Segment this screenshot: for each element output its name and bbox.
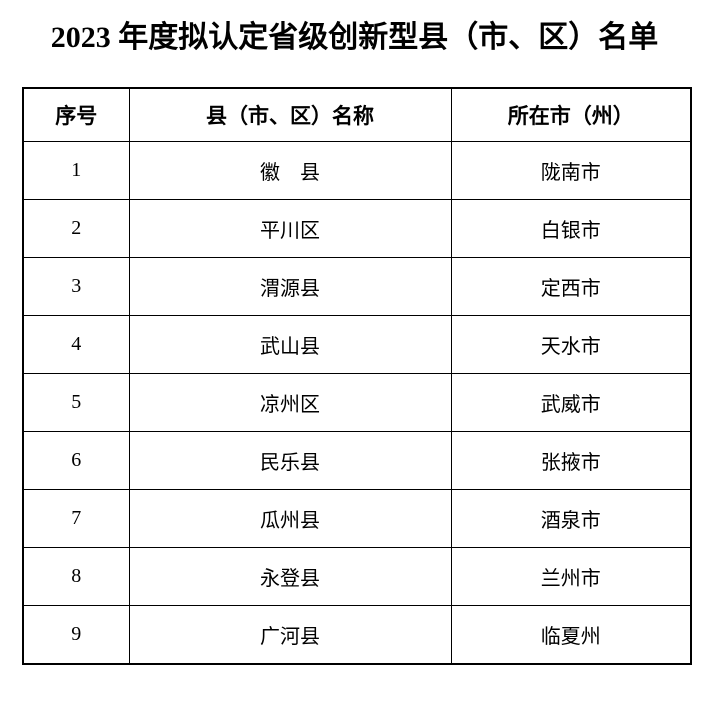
city-name-cell: 张掖市 xyxy=(450,431,692,490)
table-row: 6 民乐县 张掖市 xyxy=(22,431,692,490)
county-name-cell: 凉州区 xyxy=(128,373,452,432)
row-number-cell: 4 xyxy=(22,315,130,374)
row-number-cell: 6 xyxy=(22,431,130,490)
table-row: 8 永登县 兰州市 xyxy=(22,547,692,606)
city-name-cell: 陇南市 xyxy=(450,141,692,200)
table-row: 2 平川区 白银市 xyxy=(22,199,692,258)
county-name-cell: 永登县 xyxy=(128,547,452,606)
row-number-cell: 9 xyxy=(22,605,130,665)
table-row: 9 广河县 临夏州 xyxy=(22,605,692,665)
county-name-cell: 渭源县 xyxy=(128,257,452,316)
table-row: 3 渭源县 定西市 xyxy=(22,257,692,316)
table-row: 4 武山县 天水市 xyxy=(22,315,692,374)
city-name-cell: 酒泉市 xyxy=(450,489,692,548)
row-number-cell: 7 xyxy=(22,489,130,548)
city-name-cell: 武威市 xyxy=(450,373,692,432)
county-name-cell: 武山县 xyxy=(128,315,452,374)
city-name-cell: 定西市 xyxy=(450,257,692,316)
county-name-cell: 瓜州县 xyxy=(128,489,452,548)
county-name-cell: 平川区 xyxy=(128,199,452,258)
row-number-cell: 1 xyxy=(22,141,130,200)
row-number-cell: 5 xyxy=(22,373,130,432)
row-number-cell: 3 xyxy=(22,257,130,316)
row-number-cell: 8 xyxy=(22,547,130,606)
column-header-city: 所在市（州） xyxy=(450,87,692,142)
county-name-cell: 民乐县 xyxy=(128,431,452,490)
city-name-cell: 兰州市 xyxy=(450,547,692,606)
county-name-cell: 广河县 xyxy=(128,605,452,665)
table-header-row: 序号 县（市、区）名称 所在市（州） xyxy=(22,87,692,142)
city-name-cell: 临夏州 xyxy=(450,605,692,665)
row-number-cell: 2 xyxy=(22,199,130,258)
county-name-cell: 徽 县 xyxy=(128,141,452,200)
column-header-county: 县（市、区）名称 xyxy=(128,87,452,142)
document-title: 2023 年度拟认定省级创新型县（市、区）名单 xyxy=(50,21,659,54)
table-row: 7 瓜州县 酒泉市 xyxy=(22,489,692,548)
table-row: 5 凉州区 武威市 xyxy=(22,373,692,432)
column-header-no: 序号 xyxy=(22,87,130,142)
city-name-cell: 天水市 xyxy=(450,315,692,374)
city-name-cell: 白银市 xyxy=(450,199,692,258)
